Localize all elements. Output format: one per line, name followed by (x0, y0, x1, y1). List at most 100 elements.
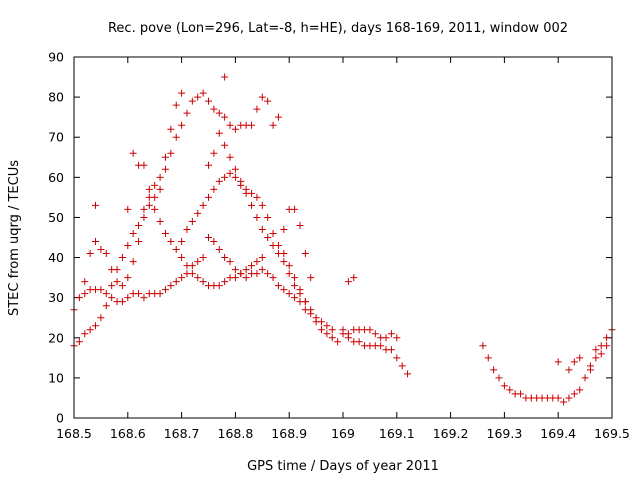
data-point-marker (156, 290, 164, 298)
data-point-marker (296, 290, 304, 298)
data-point-marker (145, 201, 153, 209)
data-point-marker (248, 262, 256, 270)
data-point-marker (151, 205, 159, 213)
data-point-marker (258, 201, 266, 209)
data-point-marker (199, 201, 207, 209)
data-point-marker (404, 370, 412, 378)
data-point-marker (231, 173, 239, 181)
x-tick-label: 168.8 (218, 426, 254, 441)
y-tick-label: 30 (48, 290, 64, 305)
data-point-marker (194, 258, 202, 266)
data-point-marker (97, 286, 105, 294)
data-point-marker (199, 89, 207, 97)
data-point-marker (393, 354, 401, 362)
data-point-marker (312, 318, 320, 326)
data-point-marker (484, 354, 492, 362)
x-tick-label: 168.6 (110, 426, 146, 441)
data-point-marker (188, 97, 196, 105)
data-point-marker (178, 254, 186, 262)
data-point-marker (285, 290, 293, 298)
data-point-marker (118, 254, 126, 262)
data-point-marker (124, 242, 132, 250)
data-point-marker (118, 282, 126, 290)
data-point-marker (334, 338, 342, 346)
data-point-marker (172, 101, 180, 109)
data-point-marker (350, 274, 358, 282)
data-point-marker (301, 306, 309, 314)
data-point-marker (597, 350, 605, 358)
data-point-marker (92, 238, 100, 246)
data-point-marker (301, 298, 309, 306)
data-point-marker (178, 89, 186, 97)
data-point-marker (161, 286, 169, 294)
data-point-marker (156, 173, 164, 181)
data-point-marker (274, 113, 282, 121)
data-point-marker (108, 294, 116, 302)
data-point-marker (231, 274, 239, 282)
data-point-marker (215, 109, 223, 117)
data-point-marker (253, 258, 261, 266)
data-point-marker (307, 274, 315, 282)
data-point-marker (215, 129, 223, 137)
data-point-marker (565, 394, 573, 402)
plot-frame (73, 56, 613, 419)
y-tick-label: 10 (48, 370, 64, 385)
data-point-marker (221, 141, 229, 149)
data-point-marker (81, 290, 89, 298)
data-point-marker (291, 274, 299, 282)
data-point-marker (129, 229, 137, 237)
chart-title: Rec. pove (Lon=296, Lat=-8, h=HE), days … (108, 21, 568, 36)
data-point-marker (215, 177, 223, 185)
data-point-marker (506, 386, 514, 394)
data-point-marker (102, 290, 110, 298)
data-point-marker (210, 185, 218, 193)
data-point-marker (167, 149, 175, 157)
data-points (70, 73, 616, 406)
data-point-marker (178, 121, 186, 129)
data-point-marker (248, 121, 256, 129)
data-point-marker (156, 217, 164, 225)
axis-tick-labels: 168.5 168.6 168.7 168.8 168.9 169 169.1 169.2 16… (48, 50, 630, 442)
data-point-marker (554, 394, 562, 402)
data-point-marker (205, 193, 212, 201)
data-point-marker (124, 205, 132, 213)
data-point-marker (167, 238, 175, 246)
data-point-marker (269, 242, 277, 250)
x-tick-label: 168.5 (56, 426, 92, 441)
data-point-marker (576, 354, 584, 362)
data-point-marker (242, 274, 250, 282)
data-point-marker (264, 234, 272, 241)
data-point-marker (231, 266, 239, 274)
data-point-marker (237, 270, 245, 278)
data-point-marker (226, 169, 234, 177)
data-point-marker (296, 221, 304, 229)
x-tick-label: 169 (331, 426, 355, 441)
data-point-marker (387, 346, 395, 354)
y-tick-label: 50 (48, 210, 64, 225)
data-point-marker (269, 274, 277, 282)
data-point-marker (75, 294, 83, 302)
data-point-marker (167, 125, 175, 133)
data-point-marker (328, 326, 336, 334)
data-point-marker (253, 213, 261, 221)
data-point-marker (592, 346, 600, 354)
data-point-marker (560, 398, 568, 406)
data-point-marker (603, 342, 611, 350)
data-point-marker (124, 274, 132, 282)
data-point-marker (291, 205, 299, 213)
data-point-marker (135, 238, 143, 246)
y-tick-label: 0 (56, 411, 64, 426)
data-point-marker (291, 294, 299, 302)
data-point-marker (183, 262, 191, 270)
data-point-marker (355, 338, 363, 346)
x-tick-label: 168.9 (271, 426, 307, 441)
data-point-marker (113, 278, 121, 286)
data-point-marker (183, 109, 191, 117)
data-point-marker (328, 334, 336, 342)
data-point-marker (307, 310, 315, 318)
data-point-marker (393, 334, 401, 342)
data-point-marker (231, 165, 239, 173)
y-tick-label: 40 (48, 250, 64, 265)
data-point-marker (188, 217, 196, 225)
